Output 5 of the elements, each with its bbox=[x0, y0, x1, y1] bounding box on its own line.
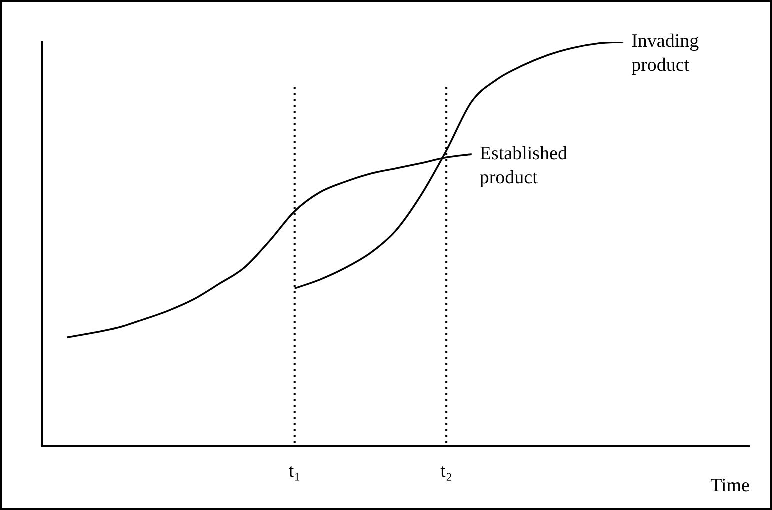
x-axis-title: Time bbox=[710, 476, 750, 497]
series-label: Established product bbox=[480, 143, 568, 188]
x-tick-label: t₁ bbox=[288, 460, 301, 482]
series-label: Invading product bbox=[632, 30, 700, 76]
x-tick-label: t₂ bbox=[440, 460, 453, 482]
